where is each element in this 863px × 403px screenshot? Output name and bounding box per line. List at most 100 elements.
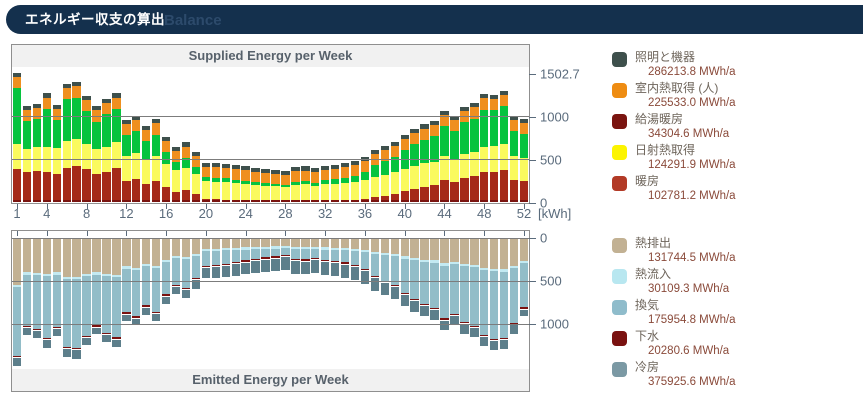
segment-dhw[interactable] [52, 200, 61, 202]
bar-week-46[interactable] [460, 238, 469, 334]
segment-heat-inflow[interactable] [380, 253, 390, 256]
segment-heat-emission[interactable] [72, 238, 81, 278]
segment-people[interactable] [72, 86, 81, 98]
bar-week-3[interactable] [32, 238, 42, 338]
bar-week-29[interactable] [291, 167, 300, 202]
segment-ventilation[interactable] [181, 259, 191, 288]
segment-heat-inflow[interactable] [301, 247, 310, 250]
segment-people[interactable] [390, 145, 399, 157]
bar-week-22[interactable] [221, 238, 230, 278]
segment-ventilation[interactable] [221, 250, 230, 264]
segment-unlabeled-green[interactable] [291, 181, 300, 185]
segment-heat-emission[interactable] [311, 238, 320, 247]
segment-people[interactable] [360, 161, 370, 173]
segment-heating[interactable] [142, 183, 151, 201]
segment-ventilation[interactable] [241, 249, 250, 261]
segment-unlabeled-green[interactable] [191, 167, 201, 174]
segment-heat-emission[interactable] [499, 238, 509, 270]
bar-week-13[interactable] [132, 115, 141, 202]
bar-week-4[interactable] [42, 93, 52, 202]
bar-week-29[interactable] [291, 238, 300, 274]
segment-dhw[interactable] [301, 200, 310, 202]
segment-lighting[interactable] [370, 150, 380, 155]
bar-week-8[interactable] [82, 95, 91, 202]
segment-sewage[interactable] [291, 258, 300, 260]
segment-heating[interactable] [440, 180, 449, 201]
segment-lighting[interactable] [191, 151, 201, 157]
segment-heat-emission[interactable] [32, 238, 42, 274]
segment-sewage[interactable] [450, 314, 459, 316]
bar-week-2[interactable] [22, 105, 32, 202]
segment-sewage[interactable] [62, 346, 71, 349]
segment-ventilation[interactable] [42, 276, 52, 339]
segment-ventilation[interactable] [370, 253, 380, 276]
segment-cooling[interactable] [480, 336, 489, 347]
segment-heat-inflow[interactable] [122, 266, 131, 269]
segment-heating[interactable] [181, 189, 191, 201]
segment-solar[interactable] [142, 159, 151, 184]
segment-lighting[interactable] [519, 118, 529, 123]
segment-heat-inflow[interactable] [509, 265, 519, 268]
segment-sewage[interactable] [191, 277, 201, 280]
segment-people[interactable] [102, 102, 111, 114]
segment-heat-emission[interactable] [321, 238, 330, 248]
segment-people[interactable] [509, 120, 519, 132]
segment-cooling[interactable] [410, 300, 419, 313]
segment-lighting[interactable] [350, 160, 360, 165]
segment-sewage[interactable] [360, 268, 370, 270]
segment-people[interactable] [420, 128, 429, 140]
bar-week-6[interactable] [62, 83, 71, 202]
segment-heat-emission[interactable] [62, 238, 71, 277]
segment-solar[interactable] [132, 153, 141, 179]
segment-people[interactable] [12, 76, 22, 89]
segment-heating[interactable] [112, 168, 121, 201]
bar-week-20[interactable] [201, 162, 211, 202]
segment-people[interactable] [519, 122, 529, 134]
segment-unlabeled-green[interactable] [72, 97, 81, 139]
segment-unlabeled-green[interactable] [330, 179, 340, 184]
segment-solar[interactable] [221, 182, 230, 200]
segment-heat-inflow[interactable] [251, 247, 260, 250]
segment-sewage[interactable] [231, 262, 240, 264]
bar-week-10[interactable] [102, 98, 111, 202]
bar-week-6[interactable] [62, 238, 71, 357]
segment-heat-inflow[interactable] [480, 267, 489, 270]
segment-heat-emission[interactable] [241, 238, 250, 248]
bar-week-18[interactable] [181, 142, 191, 202]
segment-dhw[interactable] [370, 200, 380, 202]
segment-ventilation[interactable] [161, 261, 171, 295]
bar-week-52[interactable] [519, 118, 529, 202]
segment-dhw[interactable] [321, 200, 330, 202]
segment-dhw[interactable] [241, 200, 250, 202]
segment-cooling[interactable] [311, 259, 320, 273]
segment-sewage[interactable] [440, 318, 449, 320]
bar-week-39[interactable] [390, 238, 399, 300]
segment-heat-inflow[interactable] [440, 263, 449, 266]
segment-people[interactable] [241, 170, 250, 181]
bar-week-33[interactable] [330, 164, 340, 202]
segment-solar[interactable] [122, 155, 131, 181]
segment-dhw[interactable] [350, 200, 360, 202]
bar-week-49[interactable] [490, 238, 499, 351]
segment-heat-emission[interactable] [231, 238, 240, 248]
segment-sewage[interactable] [42, 338, 52, 340]
bar-week-35[interactable] [350, 238, 360, 281]
segment-heating[interactable] [420, 186, 429, 201]
segment-ventilation[interactable] [291, 249, 300, 259]
segment-heat-inflow[interactable] [211, 248, 221, 251]
segment-people[interactable] [181, 146, 191, 158]
bar-week-18[interactable] [181, 238, 191, 299]
segment-ventilation[interactable] [142, 265, 151, 306]
bar-week-28[interactable] [281, 238, 290, 270]
segment-dhw[interactable] [181, 200, 191, 202]
segment-heat-inflow[interactable] [201, 249, 211, 252]
segment-ventilation[interactable] [82, 276, 91, 336]
segment-heat-emission[interactable] [460, 238, 469, 265]
segment-solar[interactable] [251, 185, 260, 200]
segment-dhw[interactable] [221, 200, 230, 202]
segment-dhw[interactable] [171, 200, 181, 202]
segment-heat-inflow[interactable] [400, 256, 409, 259]
segment-heating[interactable] [22, 171, 32, 201]
segment-sewage[interactable] [52, 326, 61, 329]
bar-week-47[interactable] [470, 238, 479, 338]
